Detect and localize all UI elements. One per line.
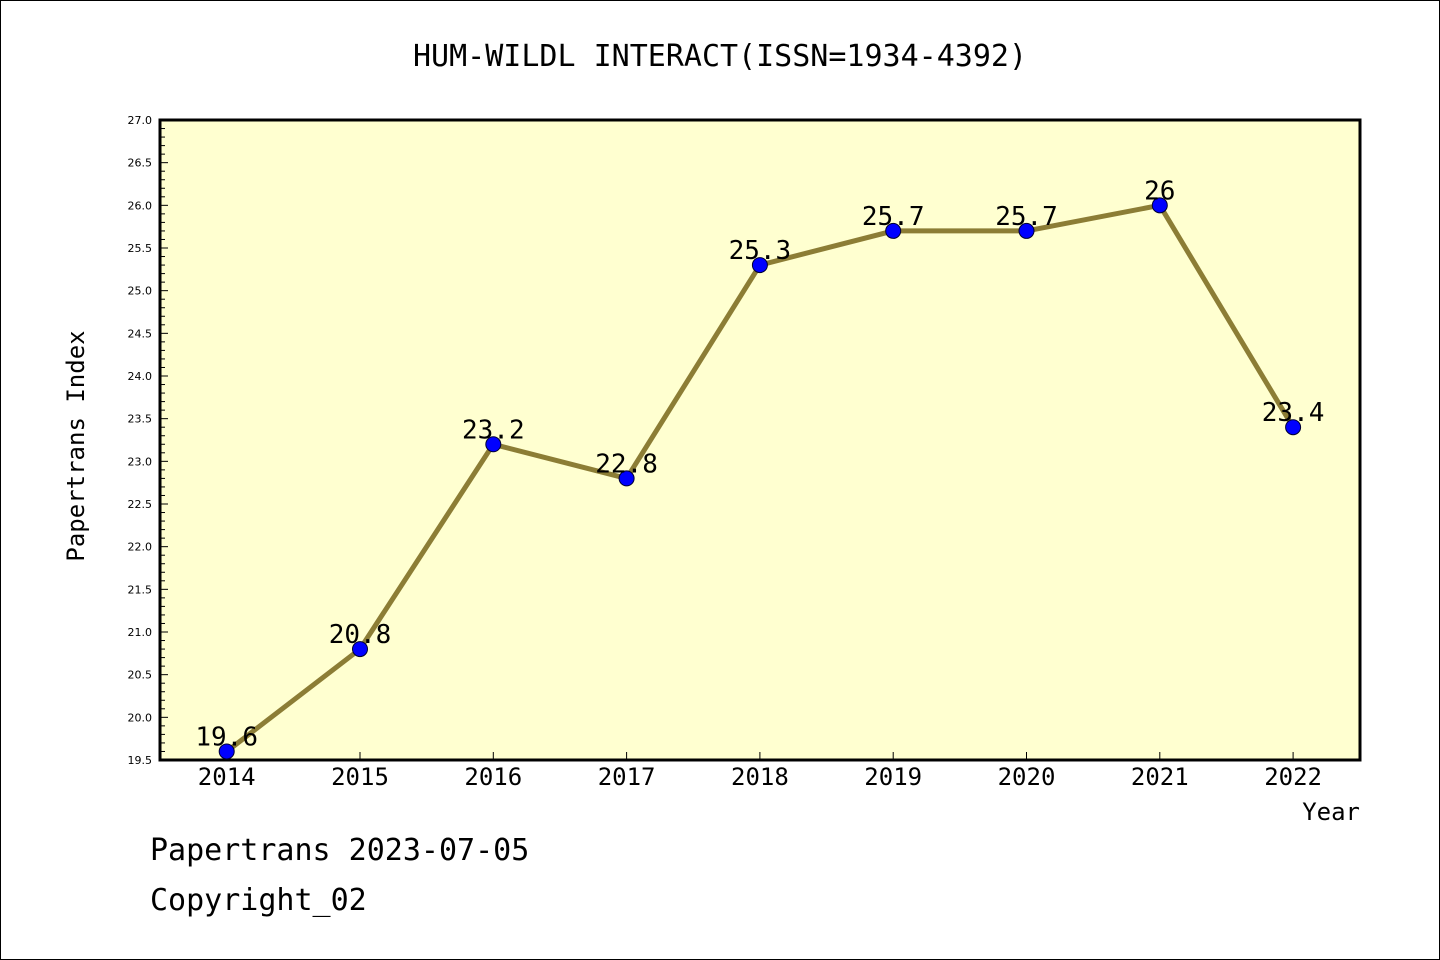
x-axis-title: Year [1302,798,1360,826]
series-layer [218,197,1302,760]
y-tick-label: 19.5 [128,754,153,767]
y-axis-title: Papertrans Index [62,330,90,561]
data-label: 25.7 [995,202,1058,232]
data-point [1151,197,1168,214]
y-axis: 19.5 20.0 20.5 21.0 21.5 22.0 22.5 23.0 23.5 24.0… [128,114,168,767]
data-point [485,436,502,453]
data-point [618,470,635,487]
x-tick-label: 2017 [598,763,656,791]
data-point [751,257,768,274]
y-tick-label: 23.0 [128,455,153,468]
data-label: 25.7 [862,202,925,232]
y-tick-label: 20.0 [128,711,153,724]
data-label: 25.3 [729,236,792,266]
x-tick-label: 2021 [1131,763,1189,791]
y-tick-label: 22.0 [128,541,153,554]
data-point [352,641,368,658]
data-label: 26 [1144,176,1175,206]
data-label: 20.8 [329,620,392,650]
data-label-layer: 19.6 20.8 23.2 22.8 25.3 25.7 25.7 26 23.4 [195,176,1324,752]
y-tick-label: 24.5 [128,327,153,340]
y-tick-label: 20.5 [128,669,153,682]
y-tick-label: 21.0 [128,626,153,639]
x-axis: 2014 2015 2016 2017 2018 2019 2020 2021 2022 [198,752,1322,791]
y-tick-label: 25.0 [128,285,153,298]
chart-title: HUM-WILDL INTERACT(ISSN=1934-4392) [413,39,1027,74]
x-tick-label: 2015 [331,763,389,791]
y-tick-label: 26.0 [128,199,153,212]
y-tick-label: 21.5 [128,583,153,596]
y-tick-label: 23.5 [128,413,153,426]
footer-date: Papertrans 2023-07-05 [150,833,530,868]
data-label: 19.6 [195,722,258,752]
y-tick-label: 25.5 [128,242,153,255]
x-tick-label: 2020 [998,763,1056,791]
x-tick-label: 2014 [198,763,256,791]
data-label: 23.4 [1262,398,1325,428]
y-tick-label: 24.0 [128,370,153,383]
x-tick-label: 2016 [464,763,522,791]
data-label: 23.2 [462,415,525,445]
data-point [218,743,235,760]
data-point [1018,222,1035,239]
y-tick-label: 22.5 [128,498,153,511]
footer-copyright: Copyright_02 [150,883,367,918]
x-tick-label: 2022 [1264,763,1322,791]
x-tick-label: 2019 [864,763,922,791]
y-tick-label: 26.5 [128,157,153,170]
data-point [885,222,902,239]
data-label: 22.8 [595,449,658,479]
y-tick-label: 27.0 [128,114,153,127]
x-tick-label: 2018 [731,763,789,791]
data-point [1285,419,1302,436]
